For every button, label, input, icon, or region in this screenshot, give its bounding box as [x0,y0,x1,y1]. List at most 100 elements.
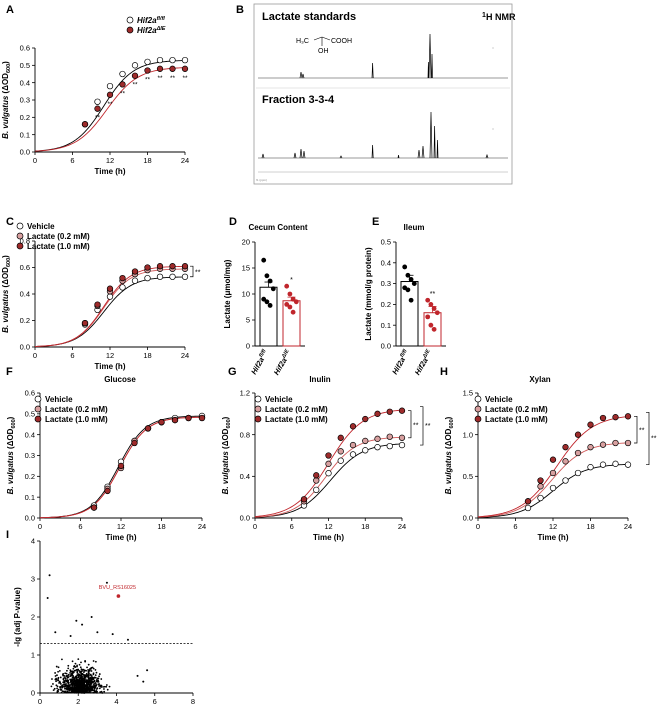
scatter-point [92,683,95,686]
scatter-point [71,672,74,675]
scatter-point [90,675,93,677]
scatter-point [66,669,68,672]
data-point-high [198,414,206,422]
scatter-point [91,676,94,679]
panel-letter-b: B [236,4,244,16]
y-tick-label: 0.0 [20,148,30,157]
scatter-point [67,689,70,691]
data-point-low [599,441,607,448]
data-point-high [574,431,582,438]
x-tick-label: 6 [70,156,74,165]
legend-label: Lactate (1.0 mM) [485,415,548,424]
legend-marker [126,16,134,24]
x-tick-label: 0 [476,522,480,531]
legend-marker [34,395,42,403]
legend-marker [34,405,42,413]
data-point [290,296,296,302]
data-point [411,281,417,286]
legend-label: Lactate (0.2 mM) [265,405,328,414]
y-tick-label: 0.0 [240,514,250,523]
scatter-point [64,676,66,679]
y-tick-label: 0.4 [20,78,30,87]
scatter-point [85,687,88,690]
scatter-point [73,677,76,680]
scatter-point [87,675,90,678]
panel-letter-d: D [229,216,237,228]
scatter-point [87,663,90,666]
scatter-point [70,680,73,683]
data-point-open [537,494,544,502]
scatter-point [98,685,100,687]
scatter-point [76,679,79,682]
scatter-point [136,674,139,677]
legend-label: Lactate (1.0 mM) [265,415,328,424]
scatter-point [75,619,78,622]
nmr-frame [253,3,513,185]
data-point-open [131,277,139,284]
y-tick-label: 0.4 [25,430,35,439]
data-point [284,302,290,307]
scatter-point [92,660,95,662]
data-point-open [325,470,332,477]
y-tick-label: 1 [31,651,35,660]
y-tick-label: 0.0 [463,514,473,523]
scatter-point [103,688,105,690]
y-tick-label: 0.2 [20,316,30,325]
structure-bond-1 [313,36,323,41]
scatter-point [48,574,51,577]
legend-label: Lactate (0.2 mM) [27,232,90,241]
data-point-open [362,447,369,454]
panel-g-title: Inulin [309,375,330,384]
scatter-point [63,674,65,677]
scatter-point [59,681,61,684]
scatter-point [52,689,55,692]
scatter-point [95,671,98,674]
scatter-point [100,678,103,680]
highlight-label: BVU_RS16025 [99,585,136,591]
x-tick-label: 4 [114,697,118,706]
y-axis-label: -lg (adj P-value) [13,587,22,647]
data-point-high [562,444,569,451]
data-point [261,257,267,263]
data-point-high [337,434,344,441]
scatter-point [66,677,69,679]
significance-mark: ** [651,436,657,443]
scatter-point [69,675,72,678]
data-point-high [169,263,176,270]
data-point-high [131,72,139,79]
scatter-point [85,684,87,687]
scatter-point [78,679,81,682]
scatter-point [64,687,67,690]
significance-mark: ** [132,82,138,89]
scatter-point [73,682,76,685]
legend-marker [254,415,262,423]
structure-cooh: COOH [331,38,352,45]
data-point-open [169,273,176,280]
x-axis-label: Time (h) [538,533,569,542]
scatter-point [72,667,75,670]
panel-e-title: Ileum [404,223,425,232]
data-point-high [185,414,192,422]
scatter-point [78,669,81,672]
data-point-open [374,444,381,451]
data-point-high [106,285,114,292]
fit-curve-low [34,268,186,347]
significance-mark: ** [145,77,151,84]
data-point-low [624,439,632,447]
y-tick-label: 0.3 [20,96,30,105]
data-point-open [612,460,619,467]
data-point [405,272,411,278]
scatter-point [69,670,72,673]
panel-c-chart: 0.0 0.2 0.4 0.6 0.8 0 6 12 18 24 Time (h) B. vulgat… [1,222,201,371]
panel-a-chart: 0.0 0.1 0.2 0.3 0.4 0.5 0.6 0 6 12 18 24 Time (h) B. … [1,16,189,176]
significance-mark: ** [182,75,188,82]
scatter-point [90,689,93,692]
y-tick-label: 0.6 [20,44,30,53]
data-point-open [144,274,151,282]
y-tick-label: 0 [246,342,250,351]
scatter-point [96,677,99,680]
scatter-point [84,690,86,693]
scatter-point [73,686,76,689]
legend-label: Hif2afl/fl [137,16,165,25]
scatter-point [83,680,86,683]
